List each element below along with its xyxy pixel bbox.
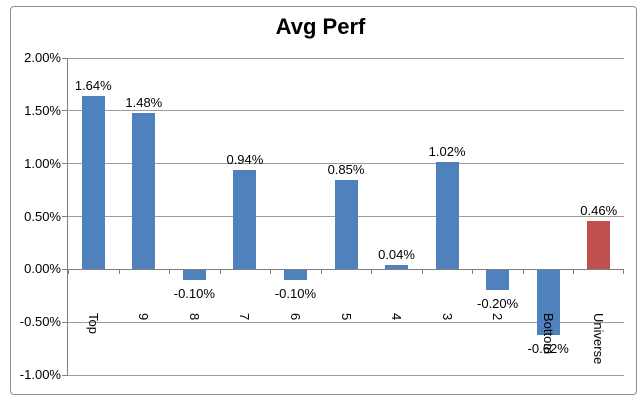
y-gridline [68, 163, 624, 165]
y-axis-tick-label: 0.00% [24, 261, 61, 277]
x-axis-tick [623, 269, 624, 275]
x-axis-tick [118, 269, 120, 275]
chart-title: Avg Perf [275, 14, 366, 39]
category-label-top: Top [85, 313, 101, 334]
data-label: 1.02% [428, 143, 466, 159]
category-label-4: 4 [389, 313, 405, 321]
x-axis-zero-line [68, 268, 624, 270]
category-label-2: 2 [490, 313, 506, 321]
y-axis-tick [62, 374, 68, 376]
data-label: 0.94% [226, 152, 264, 167]
bar-3 [435, 161, 459, 270]
bar-9 [132, 112, 156, 270]
bar-2 [486, 270, 510, 291]
x-axis-tick [371, 269, 373, 275]
category-label-7: 7 [237, 313, 253, 321]
data-label: 1.48% [125, 94, 163, 110]
y-gridline [68, 321, 624, 323]
y-gridline [68, 374, 624, 376]
category-label-6: 6 [287, 313, 303, 321]
plot-area: 1.64% Top 1.48% 9 -0.10% 8 0.94% 7 -0.10% 6 0.85% 5… [62, 57, 624, 376]
bar-7 [233, 170, 257, 270]
y-axis-tick [62, 163, 68, 165]
y-axis-tick [62, 57, 68, 59]
category-label-bottom: Bottom [540, 313, 556, 355]
y-gridline [68, 110, 624, 112]
y-axis-tick [62, 110, 68, 112]
x-axis-tick [68, 269, 69, 275]
y-axis-tick [62, 268, 68, 270]
bar-5 [334, 179, 358, 270]
bar-4 [385, 265, 409, 270]
x-axis-tick [522, 269, 524, 275]
category-label-3: 3 [439, 313, 455, 321]
data-label: -0.10% [274, 285, 317, 301]
data-label: -0.20% [477, 296, 519, 312]
data-label: 0.85% [327, 161, 365, 177]
bar-8 [182, 270, 206, 280]
x-axis-tick [169, 269, 171, 275]
y-axis-tick-label: 1.00% [24, 155, 61, 171]
bar-6 [283, 270, 307, 280]
category-label-8: 8 [186, 313, 202, 321]
category-label-universe: Universe [591, 313, 607, 365]
data-label: 0.04% [378, 247, 415, 263]
x-axis-tick [320, 269, 322, 275]
x-axis-tick [219, 269, 221, 275]
x-axis-tick [270, 269, 272, 275]
y-axis-tick [62, 216, 68, 217]
data-label: 1.64% [74, 78, 112, 94]
x-axis-tick [421, 269, 423, 275]
y-axis-tick-label: -0.50% [19, 314, 61, 330]
y-axis-tick [62, 321, 68, 323]
y-gridline [68, 57, 624, 59]
x-axis-tick [573, 269, 575, 275]
category-label-5: 5 [338, 313, 354, 321]
data-label: -0.10% [173, 285, 215, 301]
y-axis-tick-label: 0.50% [24, 208, 61, 224]
y-axis-tick-label: -1.00% [19, 367, 61, 382]
data-label: 0.46% [580, 202, 618, 218]
x-axis-tick [472, 269, 474, 275]
y-axis-tick-label: 2.00% [24, 50, 61, 65]
bar-bottom [536, 270, 560, 335]
bar-top [81, 96, 105, 270]
y-axis-tick-label: 1.50% [24, 102, 61, 118]
data-label: -0.62% [527, 340, 569, 356]
bar-universe [587, 220, 611, 270]
category-label-9: 9 [136, 313, 152, 321]
